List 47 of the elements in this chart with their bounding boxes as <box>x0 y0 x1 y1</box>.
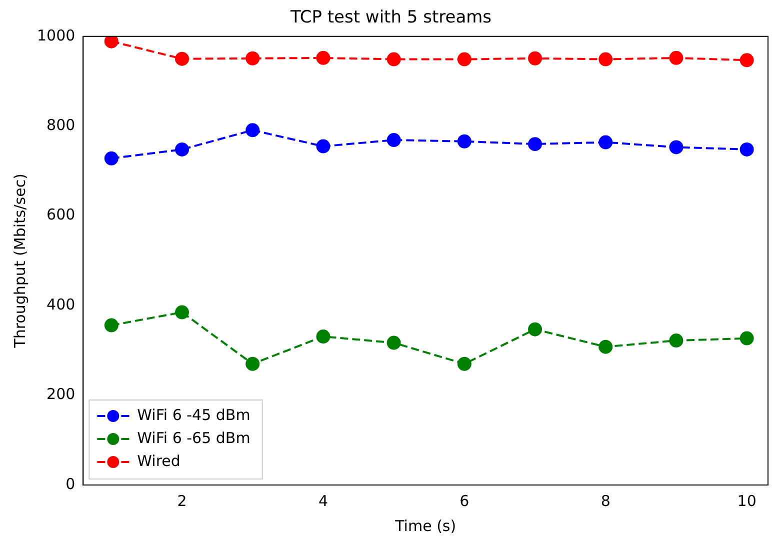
legend-label: WiFi 6 -65 dBm <box>137 428 250 447</box>
point <box>598 52 613 66</box>
point <box>104 36 118 48</box>
y-tick-label: 1000 <box>36 26 76 44</box>
point <box>175 52 190 66</box>
x-axis-title: Time (s) <box>394 516 456 535</box>
x-tick-label: 2 <box>177 492 187 510</box>
point <box>316 139 330 154</box>
point <box>316 330 330 344</box>
point <box>528 322 542 336</box>
point <box>598 135 613 150</box>
point <box>386 52 401 66</box>
legend-label: WiFi 6 -45 dBm <box>137 406 250 424</box>
x-tick-label: 6 <box>460 492 470 510</box>
point <box>740 53 754 68</box>
point <box>669 334 684 348</box>
x-tick-label: 8 <box>600 492 610 510</box>
point <box>246 51 260 66</box>
point <box>598 340 613 354</box>
point <box>386 133 401 148</box>
point <box>104 151 118 166</box>
y-tick-label: 0 <box>66 474 76 493</box>
point <box>669 140 684 154</box>
point <box>246 356 260 371</box>
point <box>175 305 190 320</box>
point <box>316 50 330 65</box>
point <box>175 142 190 156</box>
y-tick-label: 200 <box>46 385 76 404</box>
y-tick-label: 800 <box>46 116 76 134</box>
point <box>740 142 754 156</box>
point <box>669 50 684 65</box>
point <box>457 52 472 66</box>
point <box>457 356 472 371</box>
x-tick-label: 4 <box>318 492 328 510</box>
point <box>528 137 542 152</box>
point <box>386 336 401 350</box>
y-tick-label: 600 <box>46 206 76 224</box>
point <box>246 123 260 138</box>
legend-label: Wired <box>137 452 180 470</box>
x-tick-label: 10 <box>737 492 756 510</box>
chart-title: TCP test with 5 streams <box>289 8 492 28</box>
point <box>740 331 754 346</box>
y-axis-title: Throughput (Mbits/sec) <box>10 174 29 349</box>
point <box>457 134 472 148</box>
point <box>104 318 118 332</box>
point <box>528 51 542 66</box>
y-tick-label: 400 <box>46 295 76 314</box>
